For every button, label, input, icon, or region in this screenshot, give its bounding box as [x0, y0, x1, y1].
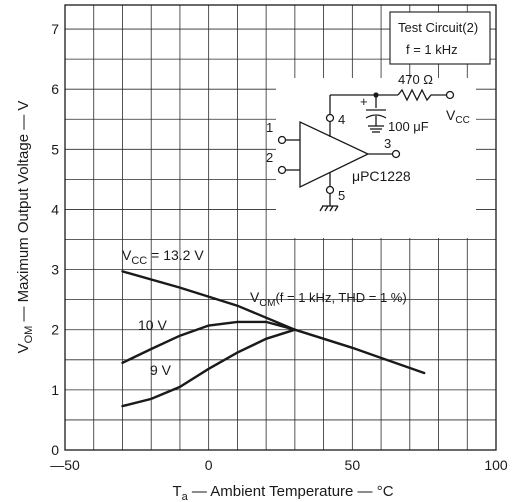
- pin-5-terminal: [325, 185, 335, 195]
- y-axis-title: VOM — Maximum Output Voltage — V: [15, 101, 35, 354]
- test-circuit-frequency: f = 1 kHz: [406, 42, 458, 57]
- pin-1-label: 1: [266, 120, 273, 135]
- x-tick-label: 0: [205, 457, 213, 473]
- x-tick-label: 50: [345, 457, 361, 473]
- vcc-terminal: [445, 90, 455, 100]
- pin-3-terminal: [391, 149, 401, 159]
- vcc-9v-label: 9 V: [150, 362, 172, 378]
- pin-4-terminal: [325, 113, 335, 123]
- y-tick-labels: 0 1 2 3 4 5 6 7: [51, 21, 59, 458]
- x-tick-label: —50: [50, 457, 80, 473]
- supply-label: VCC: [446, 107, 470, 126]
- amplifier-symbol: [299, 120, 370, 189]
- x-tick-labels: —50 0 50 100: [50, 457, 508, 473]
- y-tick-label: 1: [51, 382, 59, 398]
- series-line-10-v: [121, 320, 297, 364]
- test-circuit-box: Test Circuit(2) f = 1 kHz: [389, 11, 491, 65]
- vom-condition-label: VOM(f = 1 kHz, THD = 1 %): [250, 289, 407, 309]
- pin-2-label: 2: [266, 150, 273, 165]
- y-tick-label: 7: [51, 21, 59, 37]
- resistor-symbol: [397, 88, 446, 102]
- pin-5-label: 5: [338, 188, 345, 203]
- y-tick-label: 4: [51, 201, 59, 217]
- y-tick-label: 3: [51, 262, 59, 278]
- capacitor-plus-sign: +: [360, 94, 368, 109]
- pin-2-terminal: [277, 165, 287, 175]
- series-line-9-v: [121, 328, 297, 408]
- circuit-schematic: 1 2 3 4 + 100 μF 470 Ω VCC: [266, 72, 476, 238]
- resistor-value: 470 Ω: [398, 72, 433, 87]
- plot-frame: [64, 4, 497, 451]
- y-tick-label: 6: [51, 81, 59, 97]
- vcc-10v-label: 10 V: [138, 317, 167, 333]
- capacitor-value: 100 μF: [388, 119, 429, 134]
- y-tick-label: 5: [51, 141, 59, 157]
- y-tick-label: 0: [51, 442, 59, 458]
- test-circuit-title: Test Circuit(2): [398, 20, 478, 35]
- x-tick-label: 100: [484, 457, 508, 473]
- series-group: [121, 270, 426, 408]
- ic-part-number: μPC1228: [352, 168, 411, 184]
- vcc-annotation: VCC = 13.2 V: [122, 247, 204, 267]
- pin-1-terminal: [277, 135, 287, 145]
- x-axis-title: Ta — Ambient Temperature — °C: [172, 483, 393, 502]
- pin-3-label: 3: [384, 136, 391, 151]
- series-line-13-2-v: [121, 270, 426, 375]
- y-tick-label: 2: [51, 322, 59, 338]
- pin-4-label: 4: [338, 112, 345, 127]
